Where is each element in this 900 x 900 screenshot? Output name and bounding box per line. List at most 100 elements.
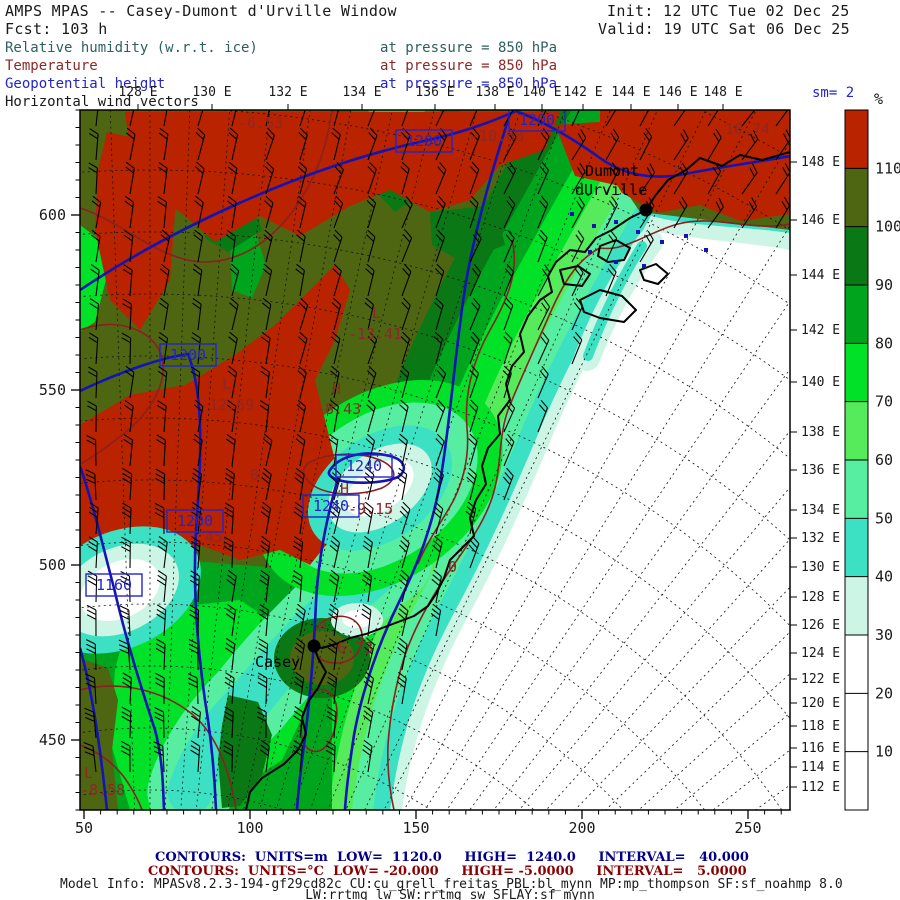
rh-offshore-turq	[583, 241, 647, 361]
temp-extremum-label: H	[340, 480, 349, 498]
wind-barb	[226, 399, 237, 433]
wind-barb	[260, 535, 271, 569]
temp-extremum-label: L	[222, 375, 231, 393]
field-hgt-level: at pressure = 850 hPa	[380, 76, 557, 92]
colorbar-tick-label: 70	[875, 393, 893, 411]
wind-barb	[293, 501, 304, 535]
wind-barb	[333, 195, 344, 229]
wind-barb	[121, 332, 132, 365]
field-hgt-label: Geopotential height	[5, 76, 165, 92]
right-tick-label: 120 E	[801, 696, 840, 711]
wind-barb	[227, 365, 238, 399]
right-tick-label: 132 E	[801, 531, 840, 546]
right-tick-label: 114 E	[801, 760, 840, 775]
height-label-text: 1200	[170, 346, 206, 364]
height-contour-casey	[295, 477, 340, 810]
wind-barb	[262, 263, 273, 297]
wind-barb	[639, 110, 650, 127]
wind-barb	[224, 672, 235, 705]
sea-ice-dot	[636, 230, 640, 234]
temp-extremum-label: 0	[250, 466, 259, 484]
wind-barb	[503, 331, 513, 365]
wind-barb	[330, 365, 340, 399]
wind-barb	[229, 297, 239, 331]
temp-extremum-label: L	[84, 764, 93, 782]
temp-extremum-label: -9.15	[348, 500, 393, 518]
wind-barb	[537, 264, 551, 297]
parallel-line	[80, 727, 432, 810]
page-title: AMPS MPAS -- Casey-Dumont d'Urville Wind…	[5, 2, 398, 20]
wind-barb	[160, 229, 171, 263]
wind-barb	[433, 467, 445, 501]
wind-barb	[88, 332, 99, 365]
right-tick-label: 130 E	[801, 560, 840, 575]
sea-ice-dot	[592, 224, 596, 228]
coastline-path	[245, 151, 790, 810]
height-label-box	[302, 494, 360, 518]
wind-barb	[91, 195, 102, 229]
wind-barb	[226, 229, 236, 263]
wind-barb	[259, 570, 270, 603]
wind-barb	[225, 603, 237, 637]
wind-barb	[158, 162, 168, 195]
bottom-tick-label: 150	[402, 819, 429, 837]
height-label-text: 1200	[406, 132, 442, 150]
colorbar-unit: %	[874, 90, 883, 108]
wind-barb	[365, 433, 376, 467]
wind-barb	[154, 707, 165, 739]
wind-barb	[88, 162, 98, 195]
wind-barb	[707, 110, 719, 127]
wind-barb	[295, 263, 305, 297]
wind-barb	[296, 229, 306, 263]
wind-barb	[90, 263, 100, 297]
height-label-text: 1240	[346, 457, 382, 475]
colorbar-segment	[845, 285, 868, 344]
wind-barb	[260, 501, 272, 535]
wind-barb	[155, 468, 166, 501]
wind-barb	[125, 161, 135, 195]
wind-barb	[775, 110, 789, 127]
wind-barb	[399, 365, 410, 399]
model-info-line1: Model Info: MPASv8.2.3-194-gf29cd82c CU:…	[60, 877, 843, 892]
wind-barb	[469, 161, 480, 195]
wind-barb	[333, 229, 343, 263]
station-dot	[307, 639, 321, 653]
wind-barb	[187, 673, 199, 705]
wind-barb	[228, 331, 238, 365]
wind-barb	[503, 400, 516, 433]
height-contour-1240-oval	[327, 452, 406, 484]
sea-ice-dot	[660, 240, 664, 244]
wind-barb	[298, 127, 308, 161]
wind-barb	[118, 639, 131, 671]
wind-barb	[159, 263, 170, 297]
wind-barb	[537, 298, 550, 331]
wind-barb	[158, 127, 169, 161]
wind-barb	[465, 501, 477, 535]
wind-barb	[537, 162, 550, 195]
right-tick-label: 124 E	[801, 646, 840, 661]
wind-barb	[430, 603, 442, 637]
right-tick-label: 146 E	[801, 213, 840, 228]
wind-barb	[263, 229, 273, 263]
wind-barb	[195, 161, 205, 195]
model-info-line2: LW:rrtmg_lw SW:rrtmg_sw SFLAY:sf_mynn	[305, 888, 595, 900]
valid-time: Valid: 19 UTC Sat 06 Dec 25	[598, 20, 850, 38]
wind-barb	[571, 110, 580, 127]
wind-barb	[124, 400, 134, 433]
colorbar-tick-label: 30	[875, 626, 893, 644]
wind-barb	[188, 638, 199, 671]
wind-barb	[435, 263, 445, 297]
wind-barb	[332, 263, 342, 297]
temp-extremum-label: 0	[448, 558, 457, 576]
init-time: Init: 12 UTC Tue 02 Dec 25	[607, 2, 850, 20]
wind-barb	[571, 162, 586, 195]
temp-contour	[80, 323, 164, 465]
wind-barb	[468, 433, 478, 467]
wind-barb	[257, 672, 268, 705]
field-rh-label: Relative humidity (w.r.t. ice)	[5, 40, 258, 56]
colorbar-tick-label: 50	[875, 509, 893, 527]
wind-barb	[397, 637, 408, 671]
wind-barb	[605, 128, 620, 161]
height-label-text: 1240	[313, 497, 349, 515]
